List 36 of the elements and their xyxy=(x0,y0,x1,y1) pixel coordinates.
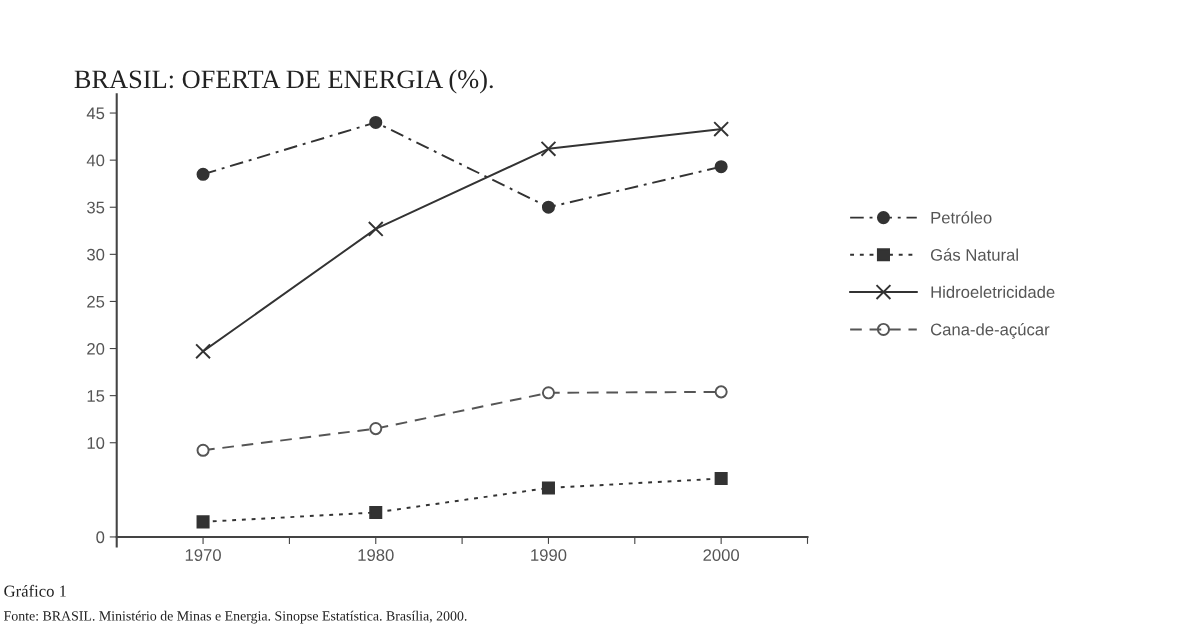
point xyxy=(541,386,555,400)
point xyxy=(196,515,210,529)
y-tick-label: 35 xyxy=(87,201,105,214)
point xyxy=(714,160,728,174)
y-tick-label: 45 xyxy=(86,107,105,120)
chart-title: BRASIL: OFERTA DE ENERGIA (%). xyxy=(74,69,493,94)
x-tick-label: 1980 xyxy=(358,549,394,561)
point xyxy=(713,121,730,137)
point xyxy=(541,200,555,214)
x-tick-label: 2000 xyxy=(703,549,740,561)
point xyxy=(541,481,555,495)
legend-label: Gás Natural xyxy=(930,248,1018,261)
legend-label: Cana-de-açúcar xyxy=(930,322,1050,339)
y-tick-label: 40 xyxy=(86,154,105,167)
point xyxy=(369,422,383,436)
point xyxy=(369,115,383,129)
point xyxy=(540,140,557,157)
y-tick-label: 0 xyxy=(96,531,105,544)
point xyxy=(714,472,728,486)
point xyxy=(196,443,210,457)
point xyxy=(196,167,210,181)
legend-label: Petróleo xyxy=(931,211,992,224)
point xyxy=(369,505,383,519)
point xyxy=(195,343,211,360)
y-tick-label: 20 xyxy=(87,342,105,355)
point xyxy=(714,385,728,399)
source-note: Fonte: BRASIL. Ministério de Minas e Energia. Sinopse Estatística. Brasília, 2000. xyxy=(3,610,467,624)
text: Gráfico 1 xyxy=(4,584,66,597)
x-tick-label: 1970 xyxy=(185,549,221,561)
y-tick-label: 30 xyxy=(87,248,105,261)
y-tick-label: 10 xyxy=(87,437,105,449)
legend-label: Hidroeletricidade xyxy=(931,285,1055,299)
y-tick-label: 25 xyxy=(87,295,105,308)
point xyxy=(367,220,384,237)
x-tick-label: 1990 xyxy=(531,549,567,561)
y-tick-label: 15 xyxy=(87,390,105,402)
